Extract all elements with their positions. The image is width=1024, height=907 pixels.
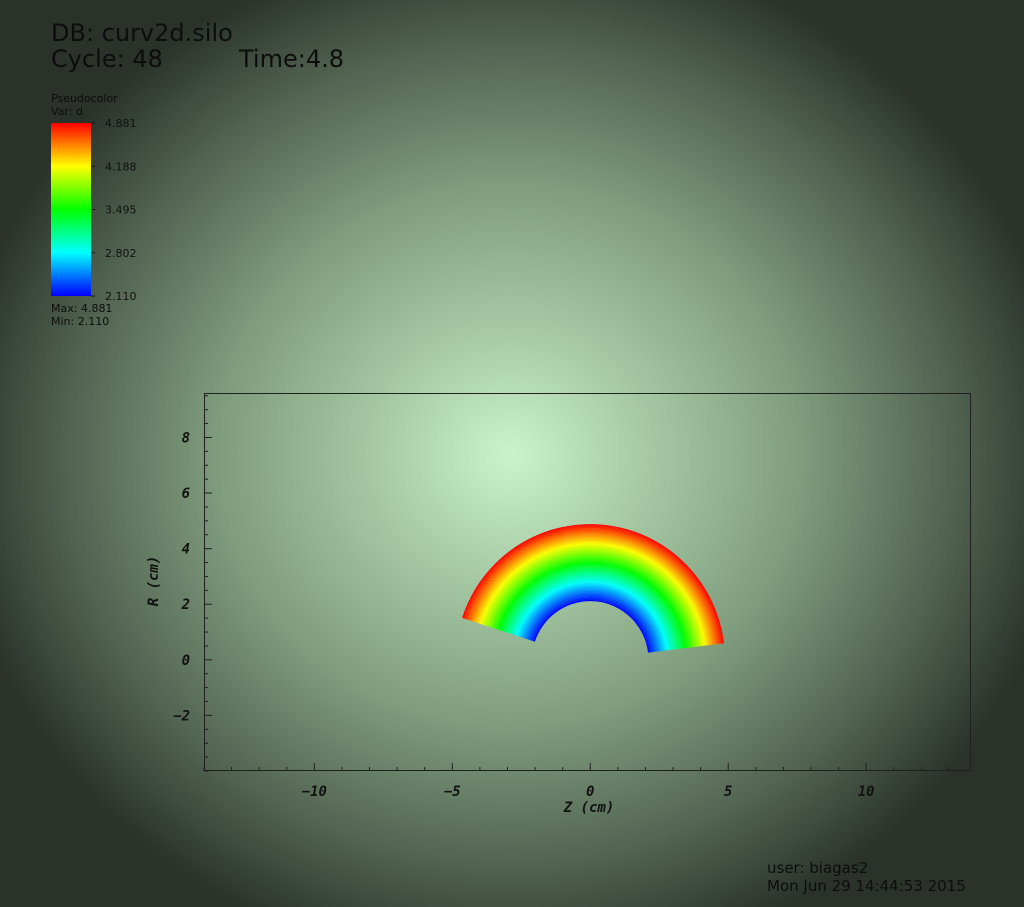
legend-gradient (51, 123, 91, 296)
y-tick-label: −2 (173, 708, 190, 724)
y-tick-label: 4 (182, 542, 190, 558)
cycle-label: Cycle: 48 (51, 45, 163, 73)
x-tick-label: 5 (724, 784, 732, 800)
plot-frame (204, 393, 971, 771)
x-axis-label: Z (cm) (563, 800, 615, 816)
x-axis: −10 −5 0 5 10 (203, 763, 950, 800)
y-tick-label: 6 (182, 486, 190, 502)
legend-tick-label: 3.495 (105, 204, 137, 217)
color-legend-ticks: 4.881 4.188 3.495 2.802 2.110 (91, 117, 137, 303)
legend-tick-label: 2.110 (105, 290, 137, 303)
timestamp-label: Mon Jun 29 14:44:53 2015 (767, 877, 966, 895)
legend-variable: Var: d (51, 105, 83, 118)
y-axis-label: R (cm) (146, 556, 162, 607)
legend-tick-label: 2.802 (105, 247, 137, 260)
y-axis: −2 0 2 4 6 8 (173, 395, 212, 772)
pseudocolor-annulus (462, 524, 724, 653)
legend-min: Min: 2.110 (51, 315, 110, 328)
legend-tick-label: 4.188 (105, 160, 137, 173)
legend-max: Max: 4.881 (51, 302, 113, 315)
x-tick-label: 10 (858, 784, 875, 800)
legend-tick-label: 4.881 (105, 117, 137, 130)
legend-plot-type: Pseudocolor (51, 92, 118, 105)
database-title: DB: curv2d.silo (51, 19, 233, 47)
x-tick-label: −5 (444, 784, 461, 800)
y-tick-label: 8 (182, 430, 190, 446)
color-legend-bar (51, 123, 91, 296)
x-tick-label: 0 (586, 784, 594, 800)
user-label: user: biagas2 (767, 859, 869, 877)
x-tick-label: −10 (302, 784, 327, 800)
y-tick-label: 2 (181, 597, 190, 613)
y-tick-label: 0 (182, 653, 190, 669)
time-label: Time:4.8 (239, 45, 344, 73)
